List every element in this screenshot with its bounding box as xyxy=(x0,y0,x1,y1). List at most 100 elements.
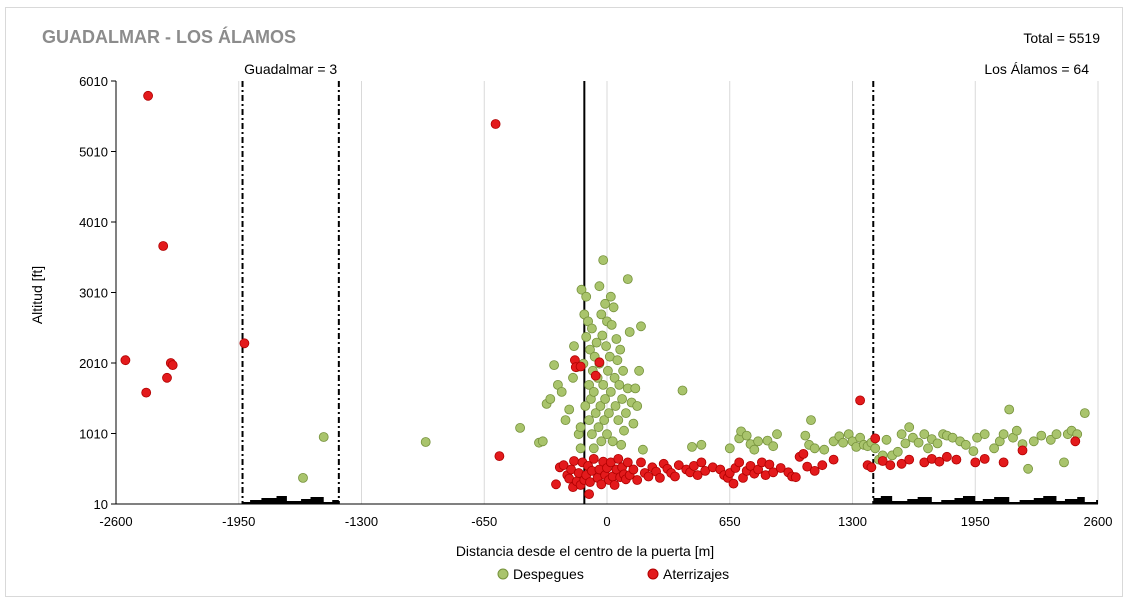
data-point-despegue xyxy=(564,404,575,415)
data-point-despegue xyxy=(593,422,604,433)
y-tick-label: 4010 xyxy=(79,215,108,230)
data-point-despegue xyxy=(612,355,623,366)
data-point-aterrizaje xyxy=(998,457,1009,468)
data-point-aterrizaje xyxy=(558,460,569,471)
data-point-despegue xyxy=(634,365,644,376)
data-point-despegue xyxy=(590,408,601,419)
data-point-aterrizaje xyxy=(1017,445,1028,456)
data-point-despegue xyxy=(556,386,567,397)
x-tick-label: -2600 xyxy=(99,514,132,529)
data-point-despegue xyxy=(1011,425,1022,436)
data-point-despegue xyxy=(580,401,591,411)
data-point-aterrizaje xyxy=(802,461,813,472)
x-tick-label: -1300 xyxy=(345,514,378,529)
data-point-aterrizaje xyxy=(979,453,990,464)
data-point-despegue xyxy=(584,415,594,426)
terrain-layer xyxy=(242,496,1098,504)
data-point-despegue xyxy=(614,379,625,390)
data-point-aterrizaje xyxy=(141,387,152,398)
legend-label-aterrizajes: Aterrizajes xyxy=(663,566,729,582)
data-point-despegue xyxy=(621,408,631,419)
data-point-aterrizaje xyxy=(162,372,172,383)
data-point-despegue xyxy=(603,365,613,376)
data-point-aterrizaje xyxy=(613,453,624,464)
data-point-despegue xyxy=(753,436,763,447)
data-point-aterrizaje xyxy=(855,395,865,406)
data-point-despegue xyxy=(605,291,616,302)
data-point-aterrizaje xyxy=(628,464,639,475)
data-point-despegue xyxy=(596,436,607,447)
data-point-aterrizaje xyxy=(764,459,775,470)
y-tick-label: 1010 xyxy=(79,427,108,442)
data-point-aterrizaje xyxy=(594,357,605,368)
data-point-despegue xyxy=(575,443,586,454)
data-point-aterrizaje xyxy=(585,477,595,488)
data-point-aterrizaje xyxy=(828,454,839,465)
data-point-despegue xyxy=(576,284,587,295)
data-point-despegue xyxy=(979,429,990,440)
data-point-aterrizaje xyxy=(768,467,779,478)
data-point-despegue xyxy=(772,429,782,440)
terrain-profile xyxy=(873,496,1098,504)
data-point-despegue xyxy=(1028,436,1039,447)
data-point-despegue xyxy=(618,365,628,376)
data-point-despegue xyxy=(968,446,979,457)
data-point-despegue xyxy=(800,430,811,441)
data-point-despegue xyxy=(687,441,697,452)
data-point-aterrizaje xyxy=(158,241,169,251)
data-point-aterrizaje xyxy=(866,462,877,473)
data-point-despegue xyxy=(581,291,592,302)
data-point-despegue xyxy=(602,429,612,440)
data-point-despegue xyxy=(545,394,556,404)
data-point-despegue xyxy=(597,330,608,341)
data-point-despegue xyxy=(598,255,609,266)
data-point-aterrizaje xyxy=(588,453,599,464)
data-point-despegue xyxy=(588,443,599,454)
data-point-despegue xyxy=(611,334,622,344)
y-tick-label: 5010 xyxy=(79,145,108,160)
data-point-aterrizaje xyxy=(655,472,665,483)
x-tick-label: 650 xyxy=(719,514,741,529)
x-axis-label: Distancia desde el centro de la puerta [… xyxy=(456,543,714,559)
data-point-aterrizaje xyxy=(790,472,801,483)
data-point-despegue xyxy=(1036,430,1047,441)
data-point-despegue xyxy=(600,394,610,404)
data-point-aterrizaje xyxy=(673,460,684,471)
data-point-despegue xyxy=(1051,429,1062,440)
data-point-aterrizaje xyxy=(167,360,178,371)
y-tick-label: 6010 xyxy=(79,74,108,89)
data-point-aterrizaje xyxy=(728,478,739,489)
data-point-despegue xyxy=(616,439,627,450)
data-point-despegue xyxy=(1004,404,1015,415)
data-point-despegue xyxy=(587,429,597,440)
data-point-despegue xyxy=(581,331,592,342)
y-axis-label: Altitud [ft] xyxy=(29,266,45,324)
data-point-despegue xyxy=(588,386,599,397)
data-point-despegue xyxy=(619,425,629,436)
data-point-despegue xyxy=(549,360,559,371)
data-point-despegue xyxy=(515,422,525,433)
data-point-despegue xyxy=(998,429,1009,440)
data-point-despegue xyxy=(604,408,614,419)
data-point-aterrizaje xyxy=(951,454,962,465)
data-point-aterrizaje xyxy=(934,456,945,467)
data-point-aterrizaje xyxy=(1070,436,1081,447)
data-point-despegue xyxy=(595,401,606,411)
data-point-despegue xyxy=(420,437,431,447)
data-point-despegue xyxy=(1023,463,1033,474)
data-point-aterrizaje xyxy=(632,475,643,485)
data-point-despegue xyxy=(298,472,308,483)
data-point-despegue xyxy=(819,444,830,455)
data-point-despegue xyxy=(677,385,688,396)
data-point-despegue xyxy=(838,437,848,448)
data-point-aterrizaje xyxy=(609,480,620,490)
data-point-despegue xyxy=(638,444,648,455)
data-point-despegue xyxy=(632,401,643,411)
data-point-despegue xyxy=(696,439,707,450)
data-point-aterrizaje xyxy=(575,361,586,372)
legend-marker-despegues xyxy=(497,568,509,580)
data-point-aterrizaje xyxy=(942,451,952,462)
data-point-despegue xyxy=(932,438,943,449)
